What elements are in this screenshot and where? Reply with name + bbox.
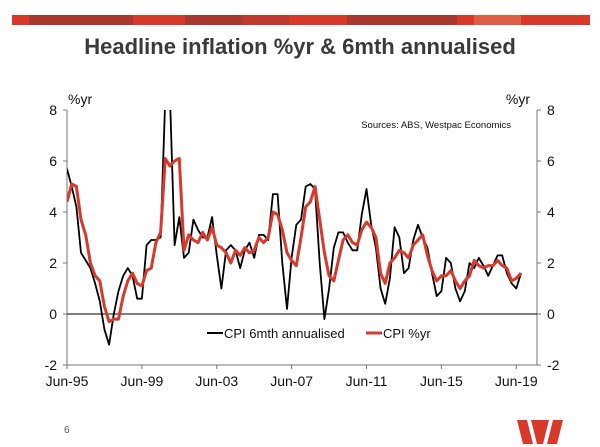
x-tick-label: Jun-03: [195, 373, 238, 389]
right-tick-label: 2: [547, 255, 555, 271]
legend: CPI 6mth annualised CPI %yr: [207, 326, 431, 341]
series-line-cpi-6mth-annualised: [67, 110, 522, 346]
x-tick-label: Jun-95: [46, 373, 89, 389]
series-line-cpi-yr: [67, 157, 523, 324]
right-axis-unit: %yr: [506, 91, 530, 107]
left-tick-label: 8: [49, 102, 57, 118]
left-tick-label: 2: [49, 255, 57, 271]
x-tick-label: Jun-11: [346, 373, 388, 389]
legend-label-yr: CPI %yr: [383, 326, 431, 341]
page-number: 6: [64, 425, 70, 436]
left-tick-label: 4: [49, 204, 57, 220]
source-note: Sources: ABS, Westpac Economics: [361, 120, 511, 131]
header-color-bar: [12, 15, 590, 25]
westpac-logo: [517, 420, 563, 444]
right-tick-label: -2: [547, 357, 560, 373]
left-tick-label: -2: [45, 357, 58, 373]
x-tick-label: Jun-99: [120, 373, 163, 389]
right-tick-label: 6: [547, 153, 555, 169]
right-tick-label: 0: [547, 306, 555, 322]
left-tick-label: 0: [49, 306, 57, 322]
x-tick-label: Jun-07: [270, 373, 313, 389]
slide-title: Headline inflation %yr & 6mth annualised: [84, 34, 516, 59]
x-tick-label: Jun-19: [495, 373, 538, 389]
left-axis-unit: %yr: [68, 91, 92, 107]
right-tick-label: 8: [547, 102, 555, 118]
right-tick-label: 4: [547, 204, 555, 220]
x-tick-label: Jun-15: [420, 373, 463, 389]
legend-label-6mth: CPI 6mth annualised: [224, 326, 345, 341]
left-tick-label: 6: [49, 153, 57, 169]
